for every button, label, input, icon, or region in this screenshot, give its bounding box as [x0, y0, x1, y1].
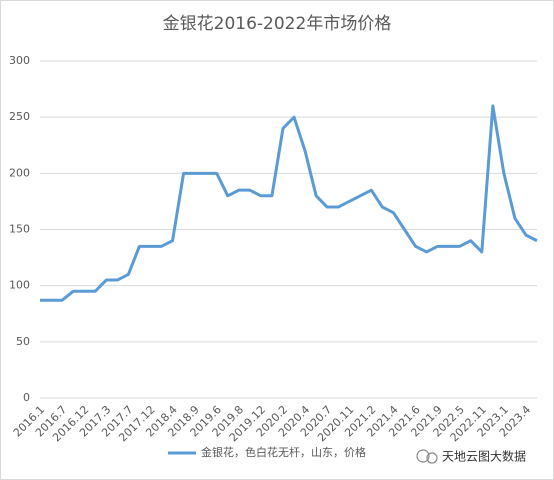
legend-label: 金银花，色白花无杆，山东，价格 [201, 445, 366, 459]
watermark-icon [416, 449, 438, 464]
chart-title: 金银花2016-2022年市场价格 [163, 14, 392, 34]
y-tick-label: 0 [23, 391, 30, 404]
y-tick-label: 250 [9, 110, 30, 123]
y-tick-label: 300 [9, 54, 30, 67]
y-tick-label: 50 [16, 335, 30, 348]
y-tick-label: 150 [9, 223, 30, 236]
watermark: 天地云图大数据 [442, 449, 526, 464]
y-tick-label: 100 [9, 279, 30, 292]
line-series [40, 104, 538, 302]
y-tick-label: 200 [9, 166, 30, 179]
